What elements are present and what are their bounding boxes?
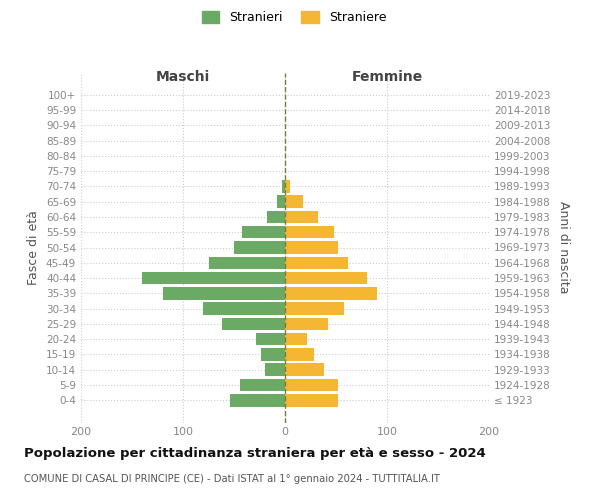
- Bar: [285, 364, 324, 376]
- Bar: [209, 256, 285, 269]
- Bar: [285, 287, 377, 300]
- Bar: [266, 210, 285, 223]
- Bar: [285, 196, 304, 208]
- Bar: [230, 394, 285, 406]
- Bar: [282, 180, 285, 192]
- Bar: [285, 180, 290, 192]
- Bar: [285, 241, 338, 254]
- Bar: [285, 348, 314, 360]
- Bar: [285, 256, 348, 269]
- Bar: [203, 302, 285, 315]
- Bar: [163, 287, 285, 300]
- Y-axis label: Fasce di età: Fasce di età: [28, 210, 40, 285]
- Bar: [240, 379, 285, 392]
- Bar: [285, 226, 334, 238]
- Bar: [265, 364, 285, 376]
- Bar: [285, 272, 367, 284]
- Bar: [285, 318, 328, 330]
- Bar: [260, 348, 285, 360]
- Bar: [285, 333, 307, 345]
- Text: Popolazione per cittadinanza straniera per età e sesso - 2024: Popolazione per cittadinanza straniera p…: [24, 448, 486, 460]
- Bar: [285, 210, 317, 223]
- Bar: [142, 272, 285, 284]
- Bar: [222, 318, 285, 330]
- Bar: [277, 196, 285, 208]
- Text: COMUNE DI CASAL DI PRINCIPE (CE) - Dati ISTAT al 1° gennaio 2024 - TUTTITALIA.IT: COMUNE DI CASAL DI PRINCIPE (CE) - Dati …: [24, 474, 440, 484]
- Bar: [256, 333, 285, 345]
- Text: Femmine: Femmine: [352, 70, 422, 84]
- Bar: [285, 379, 338, 392]
- Legend: Stranieri, Straniere: Stranieri, Straniere: [197, 6, 391, 29]
- Bar: [234, 241, 285, 254]
- Bar: [242, 226, 285, 238]
- Bar: [285, 302, 344, 315]
- Y-axis label: Anni di nascita: Anni di nascita: [557, 201, 570, 294]
- Bar: [285, 394, 338, 406]
- Text: Maschi: Maschi: [156, 70, 210, 84]
